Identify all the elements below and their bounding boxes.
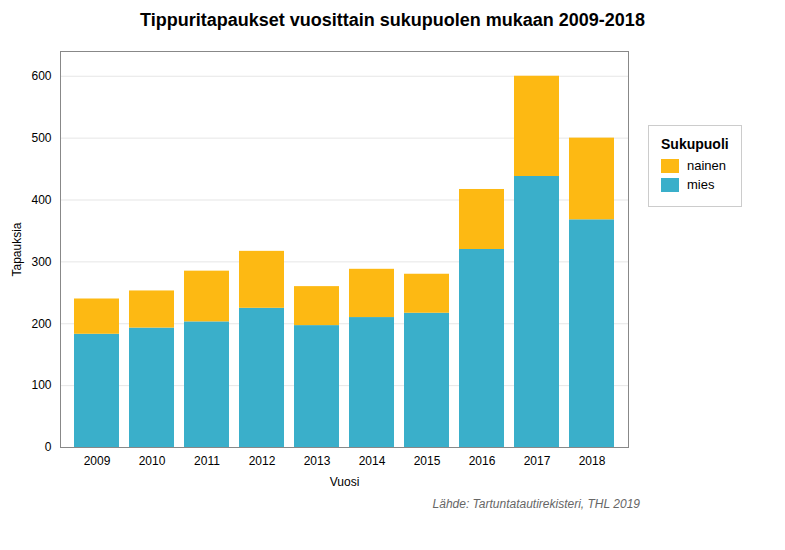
svg-text:2015: 2015 [414,454,441,468]
svg-text:0: 0 [45,440,52,454]
svg-text:Tapauksia: Tapauksia [10,222,24,276]
svg-text:200: 200 [31,317,51,331]
svg-text:600: 600 [31,69,51,83]
svg-text:2012: 2012 [249,454,276,468]
svg-text:2010: 2010 [139,454,166,468]
svg-text:300: 300 [31,255,51,269]
html-text:mies: mies [687,177,715,192]
html-text:Sukupuoli: Sukupuoli [661,136,729,152]
svg-text:Vuosi: Vuosi [330,475,360,489]
svg-text:2009: 2009 [84,454,111,468]
svg-text:2016: 2016 [469,454,496,468]
svg-text:2017: 2017 [524,454,551,468]
svg-text:500: 500 [31,131,51,145]
svg-text:2018: 2018 [579,454,606,468]
html-text:nainen: nainen [687,158,726,173]
html-text:Lähde: Tartuntatautirekisteri,: Lähde: Tartuntatautirekisteri, THL 2019 [432,497,640,511]
html-text:Tippuritapaukset vuosittain su: Tippuritapaukset vuosittain sukupuolen m… [140,10,645,30]
svg-text:100: 100 [31,378,51,392]
svg-text:2011: 2011 [194,454,220,468]
svg-text:2013: 2013 [304,454,331,468]
svg-text:2014: 2014 [359,454,386,468]
svg-text:400: 400 [31,193,51,207]
